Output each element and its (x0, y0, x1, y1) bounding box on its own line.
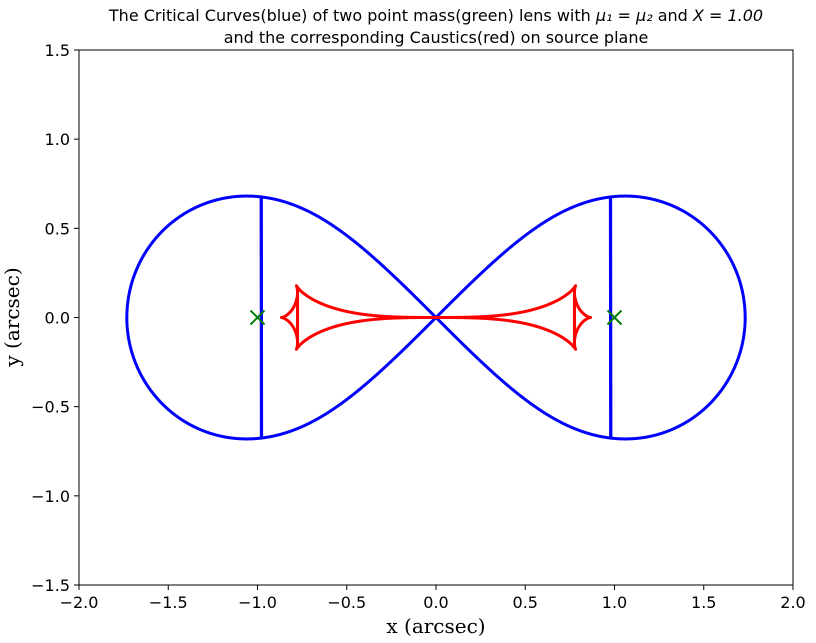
chart-title-line-1: The Critical Curves(blue) of two point m… (108, 6, 763, 25)
lens-position-marker (606, 309, 623, 326)
x-axis-ticks: −2.0 −1.5 −1.0 −0.5 0.0 0.5 1.0 1.5 2.0 (60, 585, 806, 612)
critical-curve-series (434, 195, 613, 440)
x-tick-label: 0.5 (513, 593, 538, 612)
x-tick-label: 2.0 (780, 593, 805, 612)
x-tick-label: 1.5 (691, 593, 716, 612)
x-tick-label: −0.5 (327, 593, 366, 612)
y-tick-label: 0.5 (45, 219, 70, 238)
lens-markers-layer (249, 309, 623, 326)
y-tick-label: −1.5 (31, 576, 70, 595)
x-tick-label: −1.5 (149, 593, 188, 612)
y-tick-label: 1.5 (45, 41, 70, 60)
y-tick-label: 0.0 (45, 309, 70, 328)
y-tick-label: 1.0 (45, 130, 70, 149)
y-tick-label: −0.5 (31, 398, 70, 417)
chart-title-line-2: and the corresponding Caustics(red) on s… (224, 28, 649, 47)
y-axis-ticks: −1.5 −1.0 −0.5 0.0 0.5 1.0 1.5 (31, 41, 79, 595)
x-tick-label: −1.0 (238, 593, 277, 612)
x-tick-label: −2.0 (60, 593, 99, 612)
y-tick-label: −1.0 (31, 487, 70, 506)
caustic-series (294, 284, 438, 351)
y-axis-label: y (arcsec) (0, 267, 24, 367)
lens-position-marker (249, 309, 266, 326)
curves-layer (125, 194, 747, 441)
caustic-series (434, 284, 578, 351)
x-tick-label: 1.0 (602, 593, 627, 612)
x-axis-label: x (arcsec) (386, 614, 485, 638)
critical-curve-series (259, 195, 438, 440)
x-tick-label: 0.0 (423, 593, 448, 612)
